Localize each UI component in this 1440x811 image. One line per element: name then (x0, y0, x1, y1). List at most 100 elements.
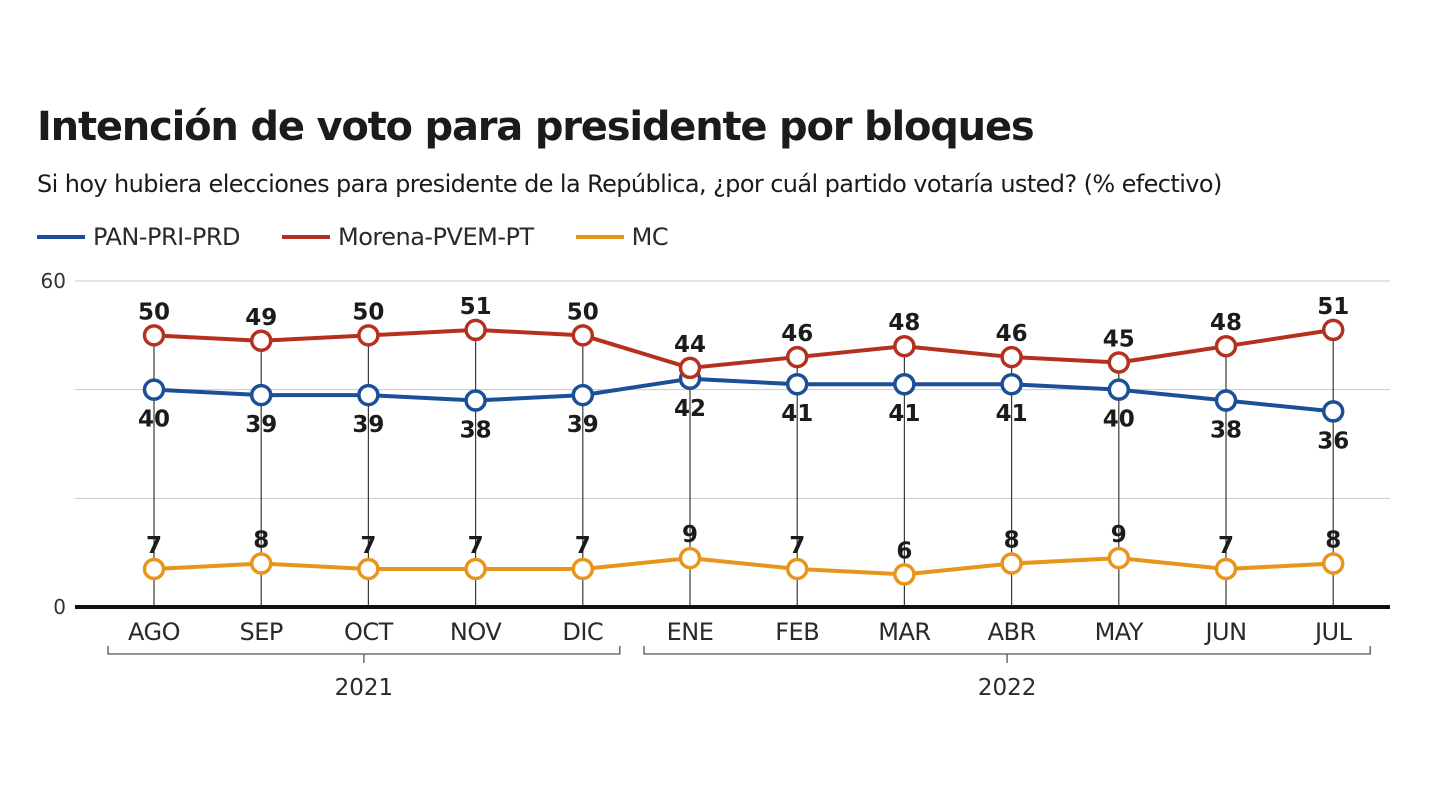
x-tick-label-oct: OCT (344, 618, 394, 646)
data-label-pan-pri-prd-dic: 39 (567, 412, 599, 438)
data-point-mc-abr (1000, 552, 1023, 575)
data-label-mc-mar: 6 (896, 538, 912, 564)
data-point-mc-nov (464, 557, 487, 581)
legend-item-mc: MC (575, 223, 669, 251)
data-point-pan-pri-prd-may (1107, 378, 1131, 401)
legend-label-pan-pri-prd: PAN-PRI-PRD (93, 223, 240, 251)
data-point-pan-pri-prd-abr (1000, 372, 1023, 396)
data-label-pan-pri-prd-oct: 39 (352, 412, 384, 438)
series-line-morena-pvem-pt (153, 327, 1334, 370)
data-label-morena-pvem-pt-sep: 49 (245, 305, 277, 331)
x-tick-label-abr: ABR (988, 618, 1036, 646)
data-label-pan-pri-prd-jun: 38 (1210, 418, 1242, 444)
year-bracket-2022 (643, 646, 1371, 663)
chart-legend: PAN-PRI-PRD Morena-PVEM-PT MC (37, 223, 710, 251)
legend-item-morena-pvem-pt: Morena-PVEM-PT (281, 223, 534, 251)
data-point-morena-pvem-pt-mar (893, 334, 916, 358)
x-axis-labels: AGO SEP OCT NOV DIC ENE FEB MAR ABR MAY JUN JUL (128, 618, 1353, 646)
data-label-pan-pri-prd-ago: 40 (138, 407, 170, 433)
legend-swatch-morena-pvem-pt (281, 235, 330, 239)
data-label-pan-pri-prd-abr: 41 (996, 401, 1028, 427)
x-tick-label-nov: NOV (450, 618, 502, 646)
data-label-morena-pvem-pt-jul: 51 (1317, 294, 1349, 320)
x-tick-label-jun: JUN (1203, 618, 1246, 646)
x-tick-label-dic: DIC (562, 618, 603, 646)
data-point-mc-oct (357, 557, 380, 581)
data-point-mc-feb (785, 557, 809, 581)
x-tick-label-ene: ENE (667, 618, 714, 646)
data-point-pan-pri-prd-jul (1321, 400, 1345, 423)
legend-label-morena-pvem-pt: Morena-PVEM-PT (337, 223, 534, 251)
chart-title: Intención de voto para presidente por bl… (37, 104, 1035, 150)
y-tick-label-60: 60 (41, 269, 66, 293)
data-label-mc-sep: 8 (253, 528, 269, 554)
data-label-morena-pvem-pt-feb: 46 (781, 321, 813, 347)
data-label-pan-pri-prd-jul: 36 (1317, 428, 1349, 454)
y-axis-labels: 0 60 (41, 269, 66, 619)
year-label-2021: 2021 (335, 675, 394, 701)
x-tick-label-ago: AGO (128, 618, 180, 646)
data-label-pan-pri-prd-nov: 38 (460, 418, 492, 444)
data-label-pan-pri-prd-may: 40 (1103, 407, 1135, 433)
data-label-morena-pvem-pt-may: 45 (1103, 327, 1135, 353)
year-brackets: 2021 2022 (107, 646, 1371, 701)
data-label-mc-feb: 7 (789, 533, 805, 559)
data-point-morena-pvem-pt-ago (142, 324, 166, 347)
data-point-pan-pri-prd-dic (571, 383, 595, 407)
data-point-pan-pri-prd-sep (249, 383, 273, 407)
data-point-morena-pvem-pt-nov (464, 318, 487, 342)
series-line-mc (153, 556, 1334, 577)
data-label-morena-pvem-pt-oct: 50 (352, 299, 384, 325)
gridlines (75, 280, 1390, 499)
x-tick-label-feb: FEB (775, 618, 819, 646)
data-point-mc-jul (1321, 552, 1345, 575)
data-label-mc-ago: 7 (146, 533, 162, 559)
x-tick-label-jul: JUL (1313, 618, 1353, 646)
legend-swatch-pan-pri-prd (37, 235, 85, 239)
data-point-pan-pri-prd-jun (1214, 389, 1238, 412)
data-point-morena-pvem-pt-ene (678, 356, 702, 380)
data-point-mc-dic (571, 557, 595, 581)
data-point-mc-ago (142, 557, 166, 581)
data-label-mc-jun: 7 (1218, 533, 1234, 559)
data-label-mc-abr: 8 (1004, 528, 1020, 554)
x-tick-label-may: MAY (1095, 618, 1144, 646)
data-label-mc-ene: 9 (682, 522, 698, 548)
data-point-pan-pri-prd-mar (893, 372, 916, 396)
data-point-mc-jun (1214, 557, 1238, 581)
year-label-2022: 2022 (978, 675, 1037, 701)
data-point-mc-mar (893, 563, 916, 586)
data-point-morena-pvem-pt-oct (357, 324, 380, 347)
chart-subtitle: Si hoy hubiera elecciones para president… (37, 170, 1222, 198)
data-point-mc-sep (249, 552, 273, 575)
data-label-morena-pvem-pt-mar: 48 (888, 310, 920, 336)
x-tick-label-mar: MAR (878, 618, 930, 646)
data-point-morena-pvem-pt-may (1107, 351, 1131, 374)
series-lines (142, 318, 1345, 586)
data-label-pan-pri-prd-feb: 41 (781, 401, 813, 427)
data-label-mc-oct: 7 (360, 533, 376, 559)
legend-label-mc: MC (631, 223, 669, 251)
data-point-morena-pvem-pt-dic (571, 324, 595, 347)
legend-swatch-mc (575, 235, 624, 239)
data-point-morena-pvem-pt-sep (249, 329, 273, 353)
data-point-morena-pvem-pt-feb (785, 345, 809, 369)
data-label-mc-jul: 8 (1325, 528, 1341, 554)
data-point-pan-pri-prd-ago (142, 378, 166, 401)
x-tick-label-sep: SEP (240, 618, 283, 646)
y-tick-label-0: 0 (53, 595, 66, 619)
data-label-morena-pvem-pt-nov: 51 (460, 294, 492, 320)
series-line-pan-pri-prd (153, 376, 1334, 414)
data-label-morena-pvem-pt-dic: 50 (567, 299, 599, 325)
data-label-mc-may: 9 (1111, 522, 1127, 548)
data-label-pan-pri-prd-ene: 42 (674, 396, 706, 422)
data-point-mc-ene (678, 546, 702, 570)
data-label-morena-pvem-pt-ago: 50 (138, 299, 170, 325)
data-point-pan-pri-prd-oct (357, 383, 380, 407)
legend-item-pan-pri-prd: PAN-PRI-PRD (37, 223, 240, 251)
data-point-pan-pri-prd-nov (464, 389, 487, 412)
data-label-morena-pvem-pt-abr: 46 (996, 321, 1028, 347)
data-label-morena-pvem-pt-jun: 48 (1210, 310, 1242, 336)
data-label-pan-pri-prd-mar: 41 (888, 401, 920, 427)
